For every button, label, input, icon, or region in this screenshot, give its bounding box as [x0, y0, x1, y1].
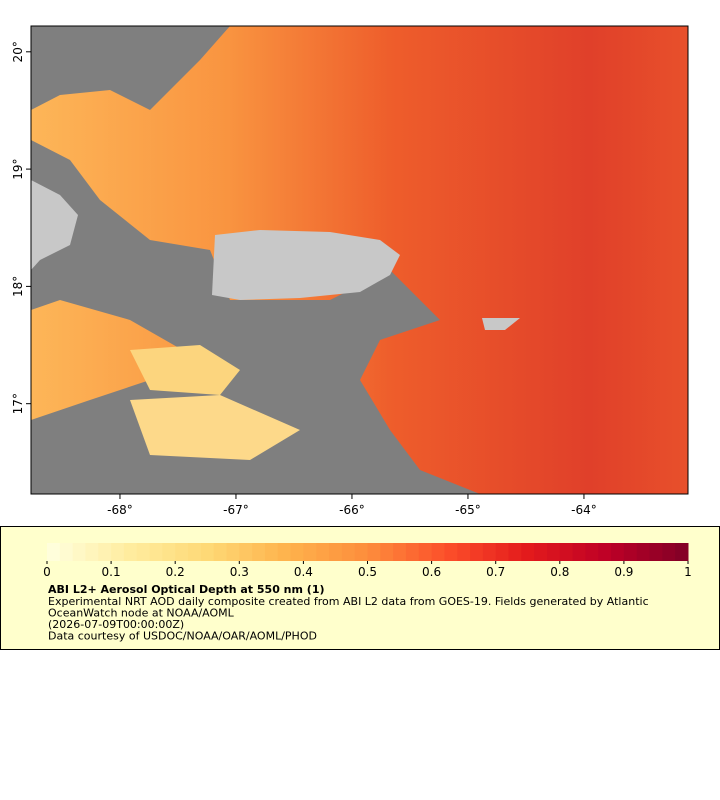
colorbar-segment [303, 543, 317, 561]
colorbar-tick-label: 0.2 [166, 565, 185, 579]
colorbar-segment [226, 543, 240, 561]
colorbar-segment [149, 543, 163, 561]
colorbar-segment [123, 543, 138, 561]
colorbar-segment [162, 543, 176, 561]
legend-title: ABI L2+ Aerosol Optical Depth at 550 nm … [48, 583, 325, 596]
colorbar-tick-label: 1 [684, 565, 692, 579]
colorbar-segment [277, 543, 292, 561]
colorbar-segment [111, 543, 125, 561]
legend-description: Data courtesy of USDOC/NOAA/OAR/AOML/PHO… [48, 630, 317, 643]
no-data-area [31, 26, 230, 110]
colorbar-segment [636, 543, 651, 561]
colorbar-segment [611, 543, 625, 561]
colorbar-segment [316, 543, 330, 561]
colorbar-segment [431, 543, 445, 561]
legend-description: Experimental NRT AOD daily composite cre… [48, 595, 649, 608]
colorbar-segment [136, 543, 151, 561]
colorbar-segment [662, 543, 676, 561]
colorbar-segment [354, 543, 368, 561]
legend-description: OceanWatch node at NOAA/AOML [48, 607, 235, 620]
colorbar-segment [598, 543, 612, 561]
legend-description: (2026-07-09T00:00:00Z) [48, 618, 184, 631]
colorbar-segment [290, 543, 304, 561]
colorbar-segment [200, 543, 215, 561]
colorbar-tick-label: 0.3 [230, 565, 249, 579]
colorbar-segment [418, 543, 433, 561]
colorbar-tick-label: 0.1 [102, 565, 121, 579]
aod-patch [130, 345, 240, 395]
land [482, 318, 520, 330]
colorbar-segment [47, 543, 61, 561]
x-tick-label: -67° [223, 503, 249, 517]
y-tick-label: 17° [11, 393, 25, 414]
colorbar-segment [457, 543, 471, 561]
colorbar-tick-label: 0.7 [486, 565, 505, 579]
land [212, 230, 400, 300]
colorbar-tick-label: 0.9 [614, 565, 633, 579]
x-tick-label: -66° [339, 503, 365, 517]
colorbar-segment [508, 543, 522, 561]
colorbar-segment [405, 543, 420, 561]
land [31, 180, 78, 270]
colorbar-segment [393, 543, 407, 561]
colorbar-segment [367, 543, 381, 561]
colorbar-segment [213, 543, 227, 561]
x-tick-label: -64° [571, 503, 597, 517]
colorbar-segment [572, 543, 586, 561]
y-tick-label: 18° [11, 276, 25, 297]
colorbar-segment [98, 543, 112, 561]
colorbar-segment [85, 543, 99, 561]
colorbar-segment [444, 543, 458, 561]
colorbar-segment [175, 543, 189, 561]
colorbar-segment [585, 543, 599, 561]
colorbar-segment [380, 543, 394, 561]
colorbar-segment [675, 543, 689, 561]
colorbar-segment [470, 543, 484, 561]
colorbar-segment [495, 543, 510, 561]
colorbar-segment [188, 543, 202, 561]
map-raster [30, 25, 689, 495]
colorbar-segment [649, 543, 663, 561]
colorbar-segment [559, 543, 574, 561]
colorbar-segment [534, 543, 548, 561]
y-tick-label: 20° [11, 41, 25, 62]
aod-patch [130, 395, 300, 460]
x-tick-label: -65° [455, 503, 481, 517]
colorbar-tick-label: 0.8 [550, 565, 569, 579]
colorbar-segment [482, 543, 497, 561]
x-tick-label: -68° [107, 503, 133, 517]
colorbar-segment [521, 543, 535, 561]
colorbar-tick-label: 0.6 [422, 565, 441, 579]
colorbar-tick-label: 0.5 [358, 565, 377, 579]
colorbar-segment [546, 543, 561, 561]
colorbar-tick-label: 0 [43, 565, 51, 579]
colorbar-segment [329, 543, 343, 561]
colorbar-segment [264, 543, 279, 561]
y-tick-label: 19° [11, 158, 25, 179]
colorbar-segment [239, 543, 253, 561]
colorbar-segment [252, 543, 266, 561]
colorbar-segment [59, 543, 74, 561]
colorbar-segment [623, 543, 638, 561]
colorbar-tick-label: 0.4 [294, 565, 313, 579]
colorbar-segment [341, 543, 356, 561]
map-frame [30, 25, 689, 495]
colorbar-segment [72, 543, 86, 561]
